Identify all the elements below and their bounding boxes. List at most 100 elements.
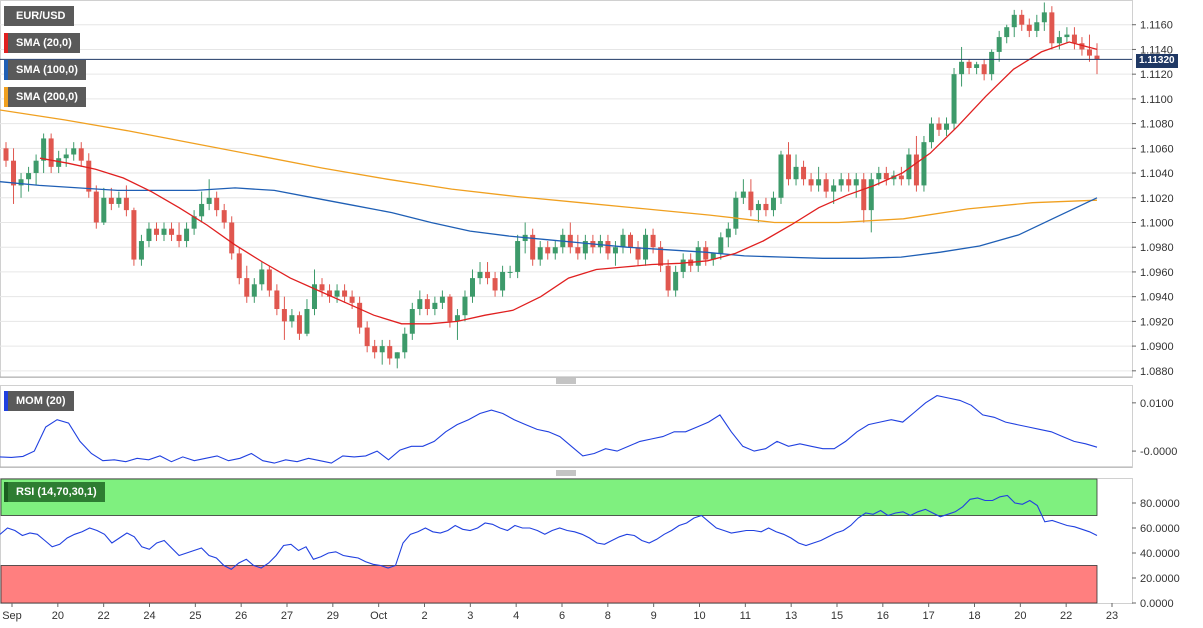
candle <box>116 191 122 208</box>
candle-body <box>801 166 807 180</box>
rsi-tick-label: 40.0000 <box>1140 548 1180 560</box>
candle-body <box>146 228 152 242</box>
candle <box>635 241 641 266</box>
candle <box>357 296 363 334</box>
candle-body <box>402 333 408 353</box>
candle-body <box>582 241 588 254</box>
rsi-tick-label: 80.0000 <box>1140 498 1180 510</box>
candle-body <box>966 61 972 68</box>
candle-body <box>620 234 626 248</box>
x-tick-label: 18 <box>968 610 980 622</box>
candle <box>221 203 227 229</box>
candle <box>161 222 167 242</box>
x-tick-label: 20 <box>52 610 64 622</box>
candle-body <box>138 241 144 260</box>
candle <box>108 187 114 211</box>
candle <box>944 117 950 136</box>
candle-body <box>575 247 581 254</box>
candle <box>755 200 761 223</box>
candle-body <box>748 191 754 211</box>
candles-layer <box>3 2 1100 369</box>
candle <box>214 191 220 217</box>
candle-body <box>131 210 137 260</box>
candle-body <box>78 148 84 161</box>
candle-body <box>853 179 859 186</box>
candle-body <box>454 315 460 322</box>
candle-body <box>123 197 129 211</box>
candle-body <box>462 296 468 316</box>
candle-body <box>650 234 656 248</box>
candle-body <box>786 154 792 180</box>
candle-body <box>996 37 1002 52</box>
candle <box>199 191 205 223</box>
candle <box>996 30 1002 62</box>
candle-body <box>951 74 957 124</box>
candle-body <box>364 327 370 347</box>
candle-body <box>921 142 927 186</box>
candle-body <box>342 290 348 297</box>
x-tick-label: 15 <box>831 610 843 622</box>
candle <box>1049 6 1055 50</box>
candle <box>131 207 137 266</box>
candle-body <box>184 228 190 242</box>
candle-body <box>974 64 980 68</box>
x-tick-label: 4 <box>513 610 519 622</box>
candle <box>868 173 874 233</box>
candle-body <box>846 179 852 186</box>
candle <box>1011 9 1017 38</box>
candle-body <box>530 234 536 260</box>
candle-body <box>1019 14 1025 25</box>
candle-body <box>259 269 265 285</box>
candle <box>394 352 400 369</box>
candle <box>748 179 754 217</box>
candle <box>650 228 656 254</box>
sma20-tag[interactable]: SMA (20,0) <box>4 33 80 53</box>
candle-body <box>733 197 739 229</box>
candle-body <box>266 269 272 291</box>
candle <box>906 148 912 186</box>
axes-layer: 1.0880 1.0900 1.0920 1.0940 1.0960 1.0980 1.10… <box>2 20 1180 622</box>
candle-body <box>11 160 17 186</box>
candle-body <box>33 160 39 174</box>
candle-body <box>161 228 167 235</box>
candle-body <box>101 197 107 223</box>
candle-body <box>936 123 942 130</box>
candle-body <box>838 179 844 186</box>
candle-body <box>545 247 551 254</box>
candle <box>507 265 513 279</box>
candle <box>379 339 385 365</box>
sma200-tag[interactable]: SMA (200,0) <box>4 87 86 107</box>
candle <box>266 265 272 297</box>
indicator-lines-layer <box>0 41 1132 570</box>
candle-body <box>612 247 618 254</box>
candle <box>319 278 325 297</box>
candle-body <box>447 296 453 322</box>
rsi-tick-label: 60.0000 <box>1140 523 1180 535</box>
candle <box>454 309 460 340</box>
sma200-line <box>0 109 1098 224</box>
candle <box>409 302 415 340</box>
x-tick-label: 20 <box>1014 610 1026 622</box>
candle-body <box>695 247 701 266</box>
price-tick-label: 1.1020 <box>1140 193 1174 205</box>
price-tick-label: 1.0940 <box>1140 292 1174 304</box>
sma100-tag[interactable]: SMA (100,0) <box>4 60 86 80</box>
candle <box>801 160 807 186</box>
candle-body <box>108 197 114 204</box>
candle-body <box>469 278 475 297</box>
candle <box>1071 27 1077 50</box>
rsi-tag[interactable]: RSI (14,70,30,1) <box>4 482 105 502</box>
candle <box>793 154 799 186</box>
candle <box>725 222 731 248</box>
candle-body <box>93 191 99 223</box>
momentum-tag[interactable]: MOM (20) <box>4 391 74 411</box>
price-tick-label: 1.1060 <box>1140 143 1174 155</box>
candle <box>500 265 506 297</box>
candle <box>71 142 77 161</box>
candle <box>620 228 626 254</box>
rsi-zones-layer <box>0 478 1098 604</box>
x-tick-label: 2 <box>421 610 427 622</box>
candle-body <box>500 271 506 291</box>
price-tick-label: 1.1140 <box>1140 44 1173 56</box>
candle <box>229 216 235 260</box>
